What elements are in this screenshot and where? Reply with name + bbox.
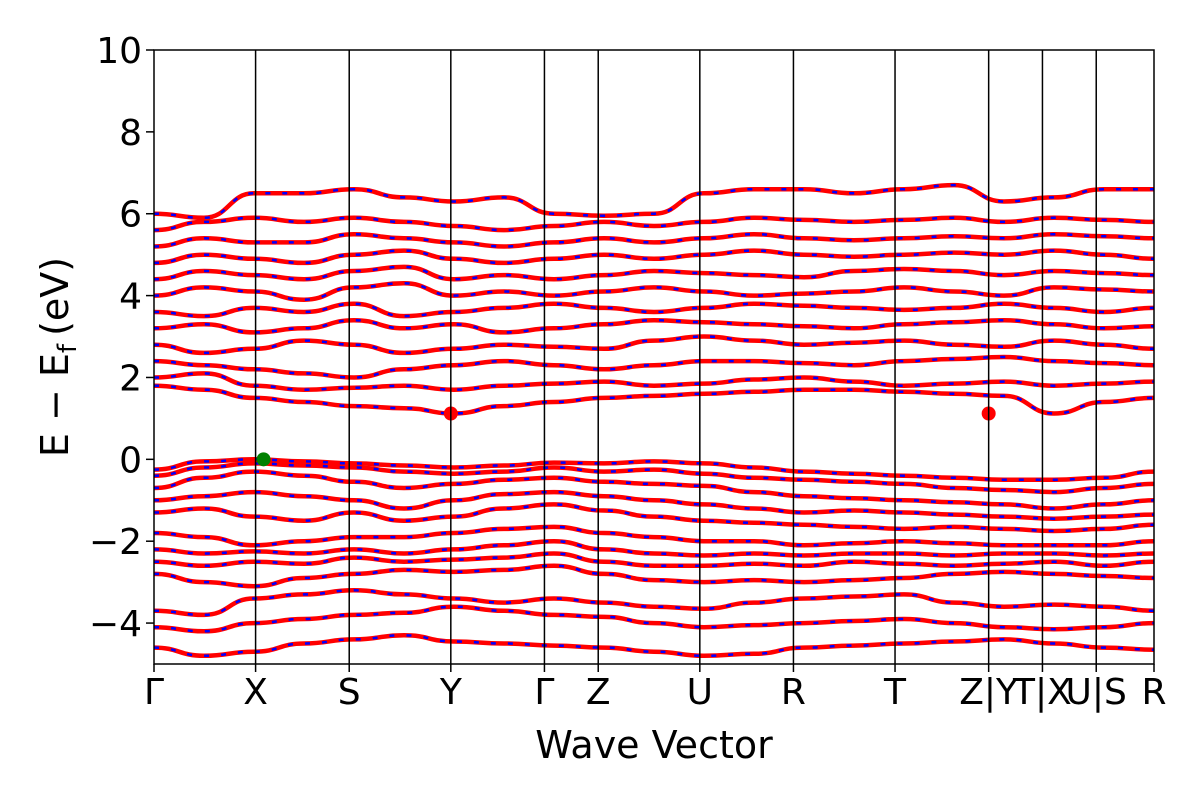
y-tick-label: 0: [119, 440, 142, 481]
x-tick-label: R: [781, 672, 806, 713]
x-axis-ticks: Γ X S Y Γ Z U R T Z|YT|XU|S R: [144, 664, 1167, 713]
band-line: [154, 469, 1154, 511]
markers-layer: [256, 406, 996, 467]
x-tick-label: X: [243, 672, 268, 713]
band-line: [154, 317, 1154, 335]
x-tick-label: T: [883, 672, 907, 713]
band-line-overlay: [154, 589, 1154, 617]
valence-band-maximum-marker: [256, 452, 271, 467]
y-tick-label: 4: [119, 277, 142, 318]
band-line: [154, 502, 1154, 534]
y-axis-title: E − Ef (eV): [33, 257, 83, 457]
plot-frame: [153, 49, 1155, 665]
x-tick-label: R: [1141, 672, 1166, 713]
band-line: [154, 248, 1154, 266]
y-axis-ticks: −4 −2 0 2 4 6 8 10: [89, 31, 154, 645]
band-line-overlay: [154, 216, 1154, 232]
kpath-lines-layer: [254, 50, 1097, 664]
band-line-overlay: [154, 183, 1154, 220]
band-line: [154, 301, 1154, 319]
band-line-overlay: [154, 605, 1154, 633]
band-line: [154, 264, 1154, 282]
band-line: [154, 588, 1154, 618]
band-line-overlay: [154, 232, 1154, 248]
y-tick-label: 8: [119, 113, 142, 154]
band-line: [154, 489, 1154, 521]
y-tick-label: 2: [119, 358, 142, 399]
x-axis-title: Wave Vector: [535, 723, 773, 767]
x-tick-label: Γ: [144, 672, 164, 713]
band-line: [154, 231, 1154, 249]
band-line: [154, 281, 1154, 302]
bands-layer: [154, 182, 1154, 659]
band-line: [154, 354, 1154, 380]
band-line-overlay: [154, 552, 1154, 568]
y-tick-label: −4: [89, 604, 142, 645]
band-line-overlay: [154, 458, 1154, 482]
band-line-overlay: [154, 525, 1154, 547]
x-tick-label: T|X: [1012, 672, 1072, 713]
band-line: [154, 383, 1154, 416]
band-line-overlay: [154, 355, 1154, 379]
band-line: [154, 334, 1154, 356]
x-tick-label: Z: [586, 672, 611, 713]
x-tick-label: S: [338, 672, 361, 713]
band-line: [154, 215, 1154, 233]
y-tick-label: −2: [89, 522, 142, 563]
x-tick-label: U: [687, 672, 713, 713]
band-line-overlay: [154, 539, 1154, 557]
y-tick-label: 6: [119, 195, 142, 236]
band-line: [154, 563, 1154, 589]
x-tick-label: Z|Y: [959, 672, 1019, 713]
y-axis-title-main: E − E: [33, 353, 77, 457]
x-tick-label: U|S: [1066, 672, 1127, 713]
y-axis-title-subscript: f: [53, 343, 83, 353]
y-axis-title-unit: (eV): [33, 257, 77, 336]
y-tick-label: 10: [96, 31, 142, 72]
y-axis-title-group: E − Ef (eV): [33, 257, 83, 457]
band-line-overlay: [154, 372, 1154, 391]
x-tick-label: Γ: [534, 672, 554, 713]
band-line-overlay: [154, 462, 1154, 494]
band-line: [154, 633, 1154, 659]
x-tick-label: Y: [439, 672, 463, 713]
